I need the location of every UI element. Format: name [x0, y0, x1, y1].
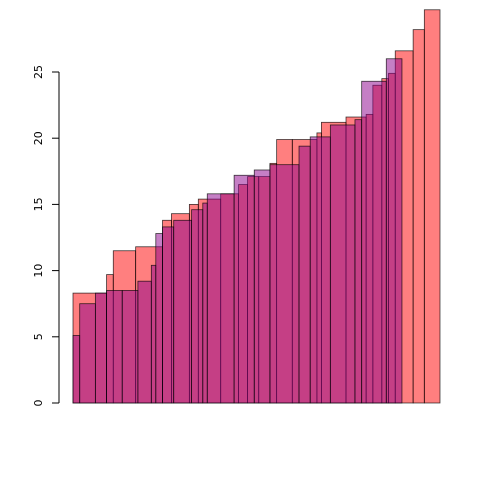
bar-s2-1	[72, 335, 81, 404]
bar-s2-13	[206, 193, 235, 404]
bar-s2-14	[233, 174, 255, 404]
bar-s2-15	[253, 169, 271, 404]
bar-s2-20	[354, 119, 363, 404]
y-axis: 0 5 10 15 20 25	[32, 65, 60, 407]
y-tick-label: 0	[32, 400, 45, 407]
bars-layer	[72, 9, 441, 404]
bar-s2-18	[309, 136, 331, 404]
bar-s2-9	[162, 226, 175, 404]
y-tick-label: 20	[32, 131, 45, 145]
bar-s2-19	[329, 124, 356, 404]
bar-s2-12	[202, 202, 208, 404]
bar-s2-3	[94, 292, 107, 404]
bar-s1-25	[423, 9, 441, 404]
bar-s2-22	[385, 58, 403, 404]
bar-s2-7	[150, 264, 157, 404]
y-tick-label: 25	[32, 65, 45, 79]
bar-s2-10	[173, 219, 193, 404]
bar-s2-16	[269, 164, 300, 404]
bar-s2-6	[137, 280, 152, 404]
bar-s2-21	[361, 80, 387, 404]
bar-s2-8	[155, 233, 163, 404]
bar-s2-5	[121, 290, 139, 404]
bar-s2-17	[298, 145, 311, 404]
bar-s2-4	[106, 290, 123, 404]
y-tick-label: 5	[32, 333, 45, 340]
y-tick-label: 15	[32, 197, 45, 211]
series-2	[72, 58, 403, 404]
y-tick-label: 10	[32, 264, 45, 278]
bar-s1-24	[412, 29, 425, 404]
bar-s2-2	[79, 303, 96, 404]
bar-s2-11	[191, 209, 204, 404]
